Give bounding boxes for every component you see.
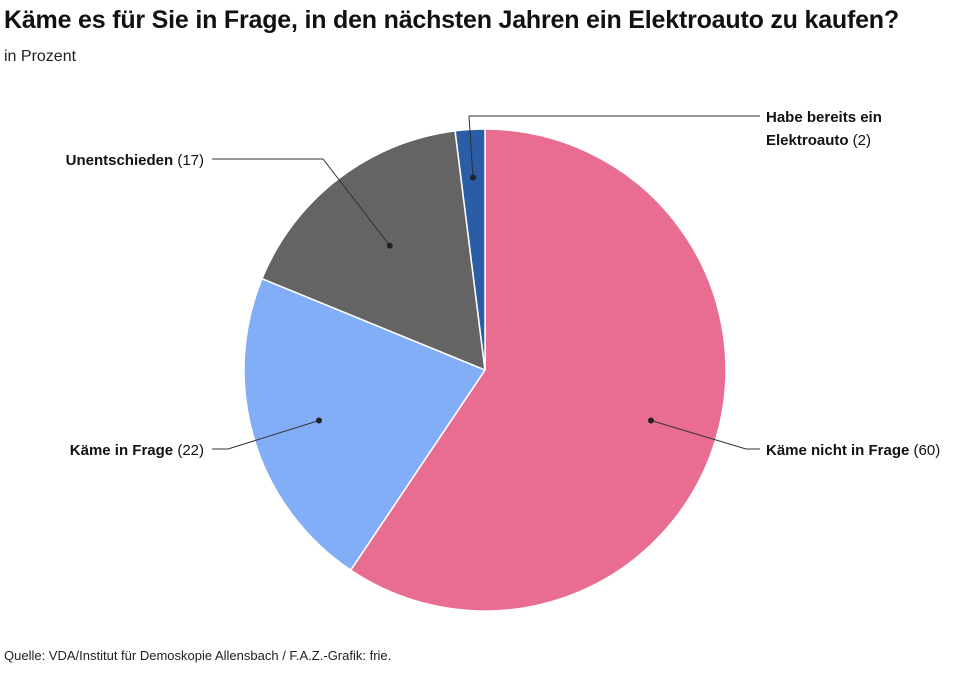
leader-dot-1: [647, 417, 654, 424]
slice-label-2: Käme in Frage (22): [70, 442, 204, 459]
chart-title: Käme es für Sie in Frage, in den nächste…: [4, 6, 899, 34]
slice-label-3: Unentschieden (17): [66, 152, 204, 169]
leader-line-3: [212, 158, 391, 246]
slice-label-4: Habe bereits ein Elektroauto (2): [766, 109, 882, 149]
leader-dot-2: [316, 417, 323, 424]
pie-slice-2: [243, 277, 486, 571]
slice-label-1: Käme nicht in Frage (60): [766, 442, 940, 459]
leader-line-4: [468, 115, 760, 178]
leader-dot-3: [386, 242, 393, 249]
pie-slices: [243, 128, 727, 612]
leader-line-2: [212, 420, 320, 450]
source-note: Quelle: VDA/Institut für Demoskopie Alle…: [4, 648, 392, 663]
pie-labels: Käme nicht in Frage (60) Käme in Frage (2…: [66, 109, 941, 459]
pie-chart: Käme nicht in Frage (60) Käme in Frage (2…: [66, 109, 941, 612]
pie-leader-lines: [212, 115, 760, 450]
chart-subtitle: in Prozent: [4, 48, 77, 65]
leader-line-1: [650, 420, 760, 450]
leader-dot-4: [470, 174, 477, 181]
